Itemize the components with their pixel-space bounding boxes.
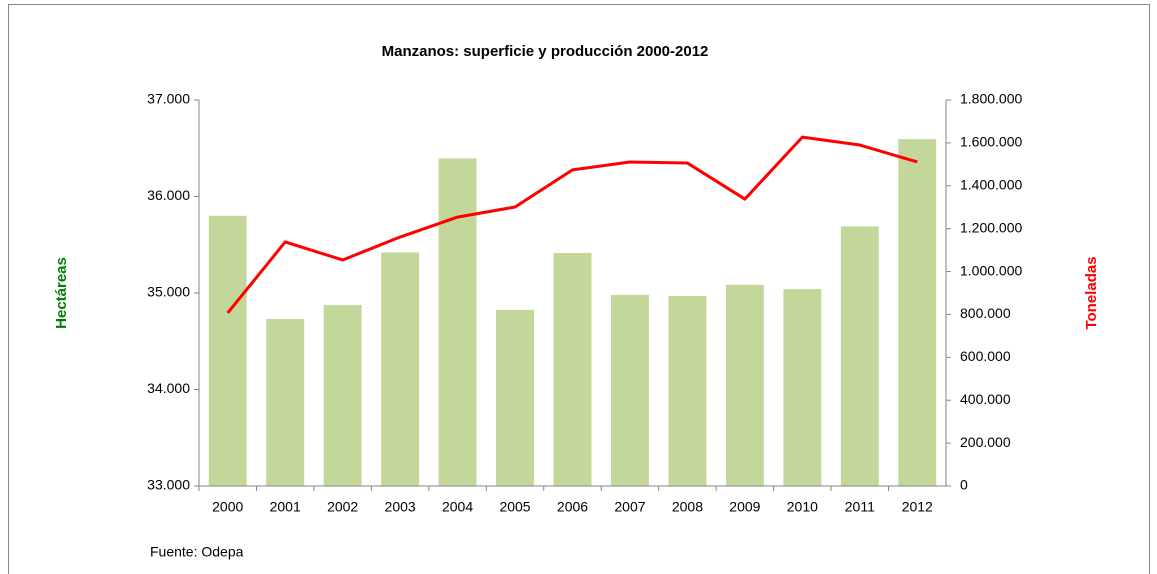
- line: [226, 135, 918, 314]
- x-tick-label: 2009: [729, 499, 760, 515]
- bar: [266, 319, 305, 486]
- y-tick-label: 34.000: [147, 380, 190, 396]
- x-tick-label: 2007: [614, 499, 645, 515]
- y2-tick-label: 1.000.000: [960, 262, 1022, 278]
- x-tick-label: 2008: [672, 499, 703, 515]
- x-tick-label: 2005: [499, 499, 530, 515]
- bar: [898, 139, 937, 486]
- bar: [553, 252, 592, 486]
- y-tick-label: 33.000: [147, 477, 190, 493]
- y2-tick-label: 200.000: [960, 434, 1011, 450]
- y2-tick-label: 1.200.000: [960, 219, 1022, 235]
- x-tick-label: 2002: [327, 499, 358, 515]
- bar: [668, 295, 707, 486]
- x-tick-label: 2010: [787, 499, 818, 515]
- source: Fuente: Odepa: [150, 544, 244, 560]
- y2-tick-label: 1.400.000: [960, 176, 1022, 192]
- x-tick-label: 2000: [212, 499, 243, 515]
- bar: [783, 289, 822, 486]
- bar: [323, 305, 362, 486]
- y2-tick-label: 0: [960, 477, 968, 493]
- x-tick-label: 2011: [845, 499, 875, 515]
- y-tick-label: 35.000: [147, 284, 190, 300]
- x-tick-label: 2003: [385, 499, 416, 515]
- bar: [438, 158, 477, 486]
- y2-axis-label: Toneladas: [1083, 256, 1100, 329]
- y-tick-label: 36.000: [147, 187, 190, 203]
- chart-title: Manzanos: superficie y producción 2000-2…: [382, 43, 709, 60]
- bar: [610, 294, 649, 486]
- bar: [496, 309, 535, 486]
- y-axis-label: Hectáreas: [53, 257, 70, 329]
- x-tick-label: 2004: [442, 499, 473, 515]
- bar: [381, 252, 420, 486]
- bar: [725, 284, 764, 486]
- y2-tick-label: 600.000: [960, 348, 1011, 364]
- x-tick-label: 2001: [270, 499, 301, 515]
- y2-tick-label: 1.800.000: [960, 91, 1022, 107]
- x-tick-label: 2006: [557, 499, 588, 515]
- y2-tick-label: 800.000: [960, 305, 1011, 321]
- y2-tick-label: 400.000: [960, 391, 1011, 407]
- y-tick-label: 37.000: [147, 91, 190, 107]
- bar: [208, 215, 247, 487]
- x-tick-label: 2012: [902, 499, 933, 515]
- y2-tick-label: 1.600.000: [960, 134, 1022, 150]
- bar: [840, 226, 879, 487]
